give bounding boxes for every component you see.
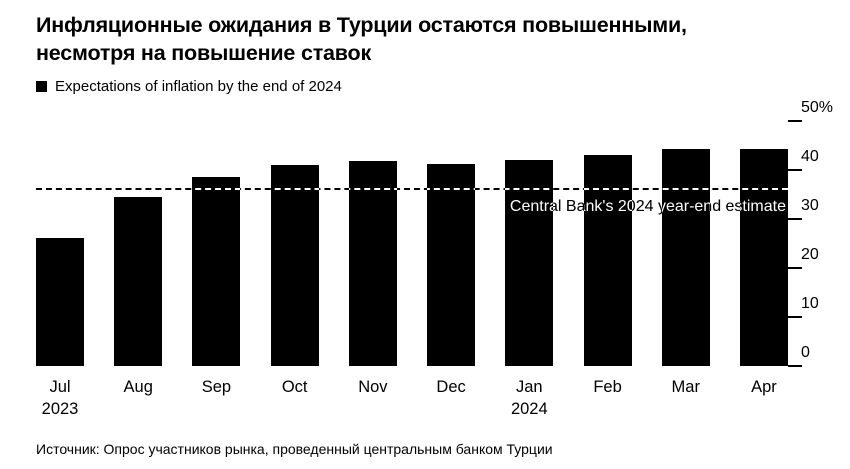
bar-sep: [192, 176, 241, 367]
y-tick-mark: [788, 316, 802, 319]
bars-container: [36, 121, 788, 367]
x-label-mar: Mar: [662, 376, 710, 421]
x-label-year: 2024: [510, 400, 548, 419]
bar-oct: [270, 165, 319, 367]
legend-label: Expectations of inflation by the end of …: [55, 78, 342, 96]
x-label-feb: Feb: [584, 376, 632, 421]
bar-nov: [348, 160, 397, 367]
bar-feb: [583, 155, 632, 367]
source-note: Источник: Опрос участников рынка, провед…: [36, 440, 553, 457]
x-label-aug: Aug: [114, 376, 162, 421]
estimate-annotation: Central Bank's 2024 year-end estimate: [509, 197, 786, 215]
x-label-year: 2023: [41, 400, 79, 419]
x-label-month: Jan: [516, 378, 543, 397]
x-label-month: Aug: [123, 378, 153, 397]
bar-dec: [427, 164, 476, 367]
bar-jul: [36, 237, 84, 367]
x-label-sep: Sep: [192, 376, 240, 421]
x-label-month: Jul: [49, 378, 71, 397]
y-tick-label: 0: [801, 344, 810, 362]
y-tick-mark: [788, 120, 802, 123]
plot-area: Central Bank's 2024 year-end estimate: [36, 121, 788, 367]
bar-mar: [661, 149, 710, 367]
page-title: Инфляционные ожидания в Турции остаются …: [36, 12, 850, 67]
x-label-month: Feb: [593, 378, 622, 397]
y-tick-label: 50%: [801, 99, 834, 117]
y-tick-mark: [788, 218, 802, 221]
x-label-month: Dec: [436, 378, 466, 397]
y-tick-mark: [788, 169, 802, 172]
x-label-month: Nov: [358, 378, 388, 397]
x-label-apr: Apr: [740, 376, 788, 421]
y-tick-label: 20: [801, 246, 819, 264]
y-tick-label: 30: [801, 197, 819, 215]
x-label-month: Apr: [751, 378, 777, 397]
bar-aug: [114, 196, 163, 367]
estimate-dashed-line: [36, 187, 788, 190]
legend-swatch-icon: [36, 81, 47, 93]
x-label-dec: Dec: [427, 376, 475, 421]
x-label-oct: Oct: [271, 376, 319, 421]
x-label-month: Mar: [671, 378, 700, 397]
x-axis: Jul 2023 Aug Sep Oct Nov Dec Jan 2024 Feb Mar Apr: [36, 376, 788, 421]
y-tick-label: 10: [801, 295, 819, 313]
x-label-month: Sep: [201, 378, 232, 397]
page-title-line2: несмотря на повышение ставок: [36, 40, 372, 65]
y-axis: 0 10 20 30 40 50%: [788, 100, 850, 368]
y-tick-label: 40: [801, 148, 819, 166]
x-label-jan: Jan 2024: [505, 376, 553, 421]
y-tick-mark: [788, 365, 802, 368]
page-title-line1: Инфляционные ожидания в Турции остаются …: [36, 13, 687, 37]
x-label-month: Oct: [281, 378, 308, 397]
chart-legend: Expectations of inflation by the end of …: [36, 78, 850, 95]
bar-jan: [505, 160, 554, 367]
bar-apr: [739, 149, 788, 367]
x-label-jul: Jul 2023: [36, 376, 84, 421]
y-tick-mark: [788, 267, 802, 270]
bar-chart: Central Bank's 2024 year-end estimate 0 1…: [36, 100, 850, 368]
x-label-nov: Nov: [349, 376, 397, 421]
